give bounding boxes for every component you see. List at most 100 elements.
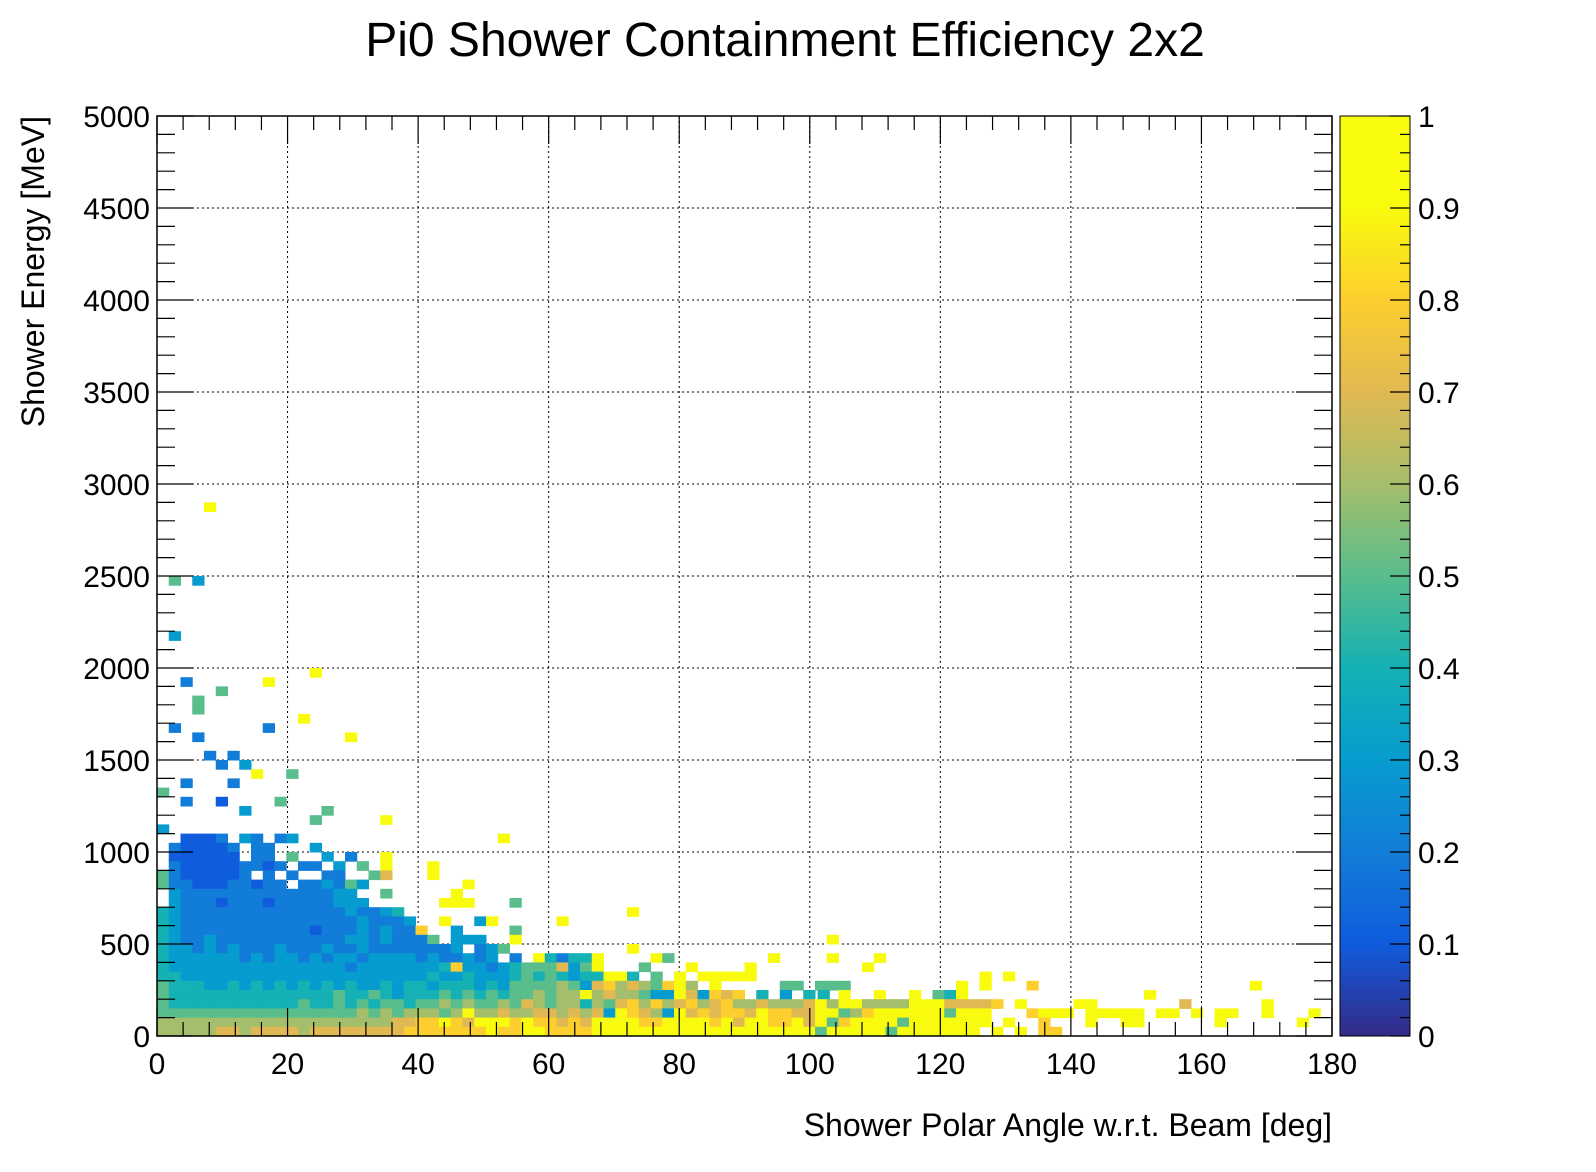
- heatmap-cell: [286, 953, 299, 963]
- heatmap-cell: [509, 990, 522, 1000]
- heatmap-cell: [392, 953, 405, 963]
- heatmap-cell: [168, 852, 181, 862]
- heatmap-cell: [415, 1026, 428, 1037]
- heatmap-cell: [650, 980, 663, 991]
- heatmap-cell: [345, 934, 358, 945]
- heatmap-cell: [204, 953, 217, 963]
- heatmap-cell: [967, 1017, 980, 1028]
- heatmap-cell: [638, 1017, 651, 1028]
- heatmap-cell: [321, 944, 334, 954]
- heatmap-cell: [744, 1017, 757, 1028]
- heatmap-cell: [345, 1017, 358, 1028]
- heatmap-cell: [979, 971, 992, 982]
- heatmap-cell: [262, 898, 275, 908]
- heatmap-cell: [356, 925, 369, 936]
- heatmap-cell: [956, 1026, 969, 1037]
- heatmap-cell: [345, 879, 358, 890]
- x-tick-label: 80: [663, 1048, 696, 1081]
- heatmap-cell: [638, 1026, 651, 1037]
- heatmap-cell: [262, 980, 275, 991]
- heatmap-cell: [521, 999, 534, 1009]
- heatmap-cell: [462, 971, 475, 982]
- heatmap-cell: [204, 925, 217, 936]
- heatmap-cell: [580, 980, 593, 991]
- heatmap-cell: [1050, 1026, 1063, 1037]
- heatmap-cell: [568, 1008, 581, 1019]
- heatmap-cell: [638, 999, 651, 1009]
- heatmap-cell: [826, 953, 839, 963]
- heatmap-cell: [556, 962, 569, 973]
- heatmap-cell: [227, 990, 240, 1000]
- heatmap-cell: [333, 888, 346, 899]
- heatmap-cell: [826, 1017, 839, 1028]
- heatmap-cell: [932, 990, 945, 1000]
- heatmap-cell: [415, 999, 428, 1009]
- heatmap-cell: [157, 999, 170, 1009]
- heatmap-cell: [321, 1017, 334, 1028]
- heatmap-cell: [380, 888, 393, 899]
- heatmap-cell: [380, 953, 393, 963]
- heatmap-cell: [486, 990, 499, 1000]
- heatmap-cell: [474, 980, 487, 991]
- heatmap-cell: [932, 1008, 945, 1019]
- heatmap-cell: [204, 980, 217, 991]
- heatmap-cell: [521, 1026, 534, 1037]
- heatmap-cell: [486, 944, 499, 954]
- heatmap-cell: [415, 990, 428, 1000]
- heatmap-cell: [262, 723, 275, 733]
- heatmap-cell: [591, 999, 604, 1009]
- heatmap-cell: [427, 944, 440, 954]
- heatmap-cell: [662, 1026, 675, 1037]
- heatmap-cell: [580, 1017, 593, 1028]
- heatmap-cell: [650, 1008, 663, 1019]
- heatmap-cell: [674, 999, 687, 1009]
- heatmap-cell: [274, 861, 287, 871]
- x-tick-label: 160: [1176, 1048, 1226, 1081]
- heatmap-cell: [180, 677, 193, 687]
- heatmap-cell: [192, 934, 205, 945]
- heatmap-cell: [662, 1017, 675, 1028]
- heatmap-cell: [580, 971, 593, 982]
- heatmap-cell: [533, 1008, 546, 1019]
- heatmap-cell: [873, 953, 886, 963]
- heatmap-cell: [180, 944, 193, 954]
- heatmap-cell: [333, 980, 346, 991]
- heatmap-cell: [215, 842, 228, 853]
- heatmap-cell: [157, 980, 170, 991]
- heatmap-cell: [380, 907, 393, 917]
- heatmap-cell: [192, 732, 205, 743]
- heatmap-cell: [462, 980, 475, 991]
- heatmap-cell: [544, 980, 557, 991]
- heatmap-cell: [439, 980, 452, 991]
- y-tick-label: 2500: [83, 561, 150, 594]
- heatmap-cell: [180, 1008, 193, 1019]
- heatmap-cell: [215, 870, 228, 881]
- heatmap-cell: [403, 1008, 416, 1019]
- heatmap-cell: [427, 934, 440, 945]
- heatmap-cell: [204, 962, 217, 973]
- heatmap-cell: [239, 925, 252, 936]
- heatmap-cell: [650, 1026, 663, 1037]
- heatmap-cell: [497, 971, 510, 982]
- heatmap-cell: [450, 934, 463, 945]
- heatmap-cell: [450, 953, 463, 963]
- heatmap-cell: [215, 760, 228, 770]
- heatmap-cell: [227, 971, 240, 982]
- heatmap-cell: [427, 861, 440, 871]
- heatmap-cell: [427, 1017, 440, 1028]
- heatmap-cell: [521, 1017, 534, 1028]
- heatmap-cell: [486, 916, 499, 927]
- heatmap-cell: [227, 750, 240, 761]
- heatmap-cell: [333, 861, 346, 871]
- heatmap-cell: [286, 833, 299, 844]
- heatmap-cell: [157, 879, 170, 890]
- heatmap-cell: [932, 1017, 945, 1028]
- heatmap-cell: [791, 999, 804, 1009]
- heatmap-cell: [157, 962, 170, 973]
- heatmap-cell: [1085, 1008, 1098, 1019]
- heatmap-cell: [1038, 1008, 1051, 1019]
- heatmap-cell: [885, 999, 898, 1009]
- heatmap-cell: [509, 971, 522, 982]
- heatmap-cell: [192, 1026, 205, 1037]
- heatmap-cell: [956, 1008, 969, 1019]
